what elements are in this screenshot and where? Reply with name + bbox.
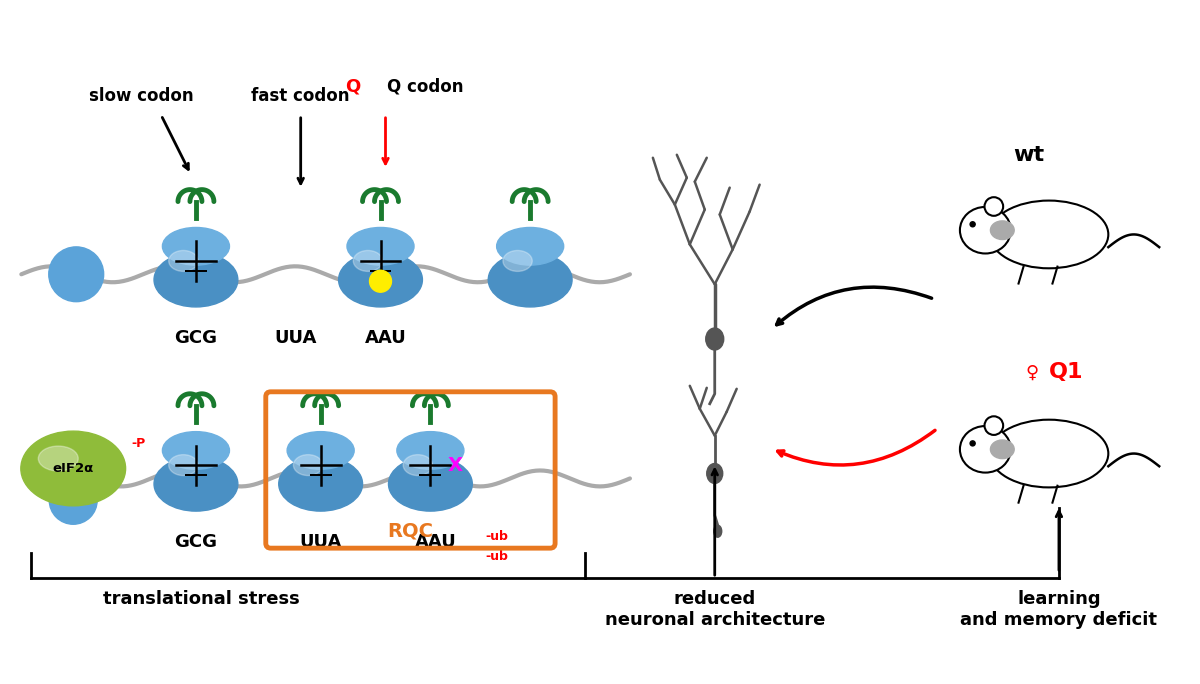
Ellipse shape [20, 431, 126, 506]
Text: Q codon: Q codon [388, 77, 463, 95]
Text: Q: Q [344, 77, 360, 95]
Text: translational stress: translational stress [102, 590, 299, 608]
Ellipse shape [706, 328, 724, 350]
Ellipse shape [49, 247, 103, 302]
Ellipse shape [338, 252, 422, 307]
Ellipse shape [497, 228, 564, 265]
Ellipse shape [990, 221, 1014, 239]
Ellipse shape [990, 420, 1109, 488]
Text: AAU: AAU [414, 534, 456, 551]
Ellipse shape [984, 417, 1003, 435]
Text: -P: -P [131, 437, 145, 450]
Ellipse shape [154, 457, 238, 511]
Ellipse shape [169, 455, 198, 475]
Text: RQC: RQC [388, 522, 433, 541]
Text: Q1: Q1 [1049, 362, 1084, 382]
Text: reduced
neuronal architecture: reduced neuronal architecture [605, 590, 824, 629]
Ellipse shape [960, 207, 1010, 254]
Ellipse shape [970, 222, 976, 227]
Ellipse shape [162, 432, 229, 469]
Text: GCG: GCG [174, 534, 217, 551]
Ellipse shape [960, 426, 1010, 473]
Ellipse shape [169, 250, 198, 272]
Ellipse shape [38, 446, 78, 471]
Text: learning
and memory deficit: learning and memory deficit [960, 590, 1158, 629]
Ellipse shape [990, 440, 1014, 459]
Ellipse shape [294, 455, 323, 475]
Text: UUA: UUA [300, 534, 342, 551]
Ellipse shape [389, 457, 473, 511]
Text: slow codon: slow codon [89, 87, 193, 105]
Ellipse shape [714, 525, 721, 537]
Text: ♀: ♀ [1026, 364, 1039, 382]
Ellipse shape [990, 200, 1109, 268]
Ellipse shape [154, 252, 238, 307]
Ellipse shape [403, 455, 432, 475]
Text: AAU: AAU [365, 329, 407, 347]
Text: eIF2α: eIF2α [53, 462, 94, 475]
Text: X: X [448, 456, 463, 475]
Ellipse shape [162, 228, 229, 265]
Ellipse shape [397, 432, 464, 469]
Ellipse shape [707, 464, 722, 484]
Text: wt: wt [1014, 145, 1044, 165]
Ellipse shape [503, 250, 533, 272]
Ellipse shape [370, 270, 391, 292]
Ellipse shape [984, 197, 1003, 216]
Text: -ub: -ub [485, 530, 508, 543]
Text: GCG: GCG [174, 329, 217, 347]
Ellipse shape [347, 228, 414, 265]
Ellipse shape [49, 477, 97, 524]
Ellipse shape [970, 441, 976, 446]
Text: fast codon: fast codon [252, 87, 350, 105]
Text: UUA: UUA [275, 329, 317, 347]
Ellipse shape [353, 250, 383, 272]
Ellipse shape [488, 252, 572, 307]
Text: -ub: -ub [485, 550, 508, 563]
Ellipse shape [278, 457, 362, 511]
Ellipse shape [287, 432, 354, 469]
